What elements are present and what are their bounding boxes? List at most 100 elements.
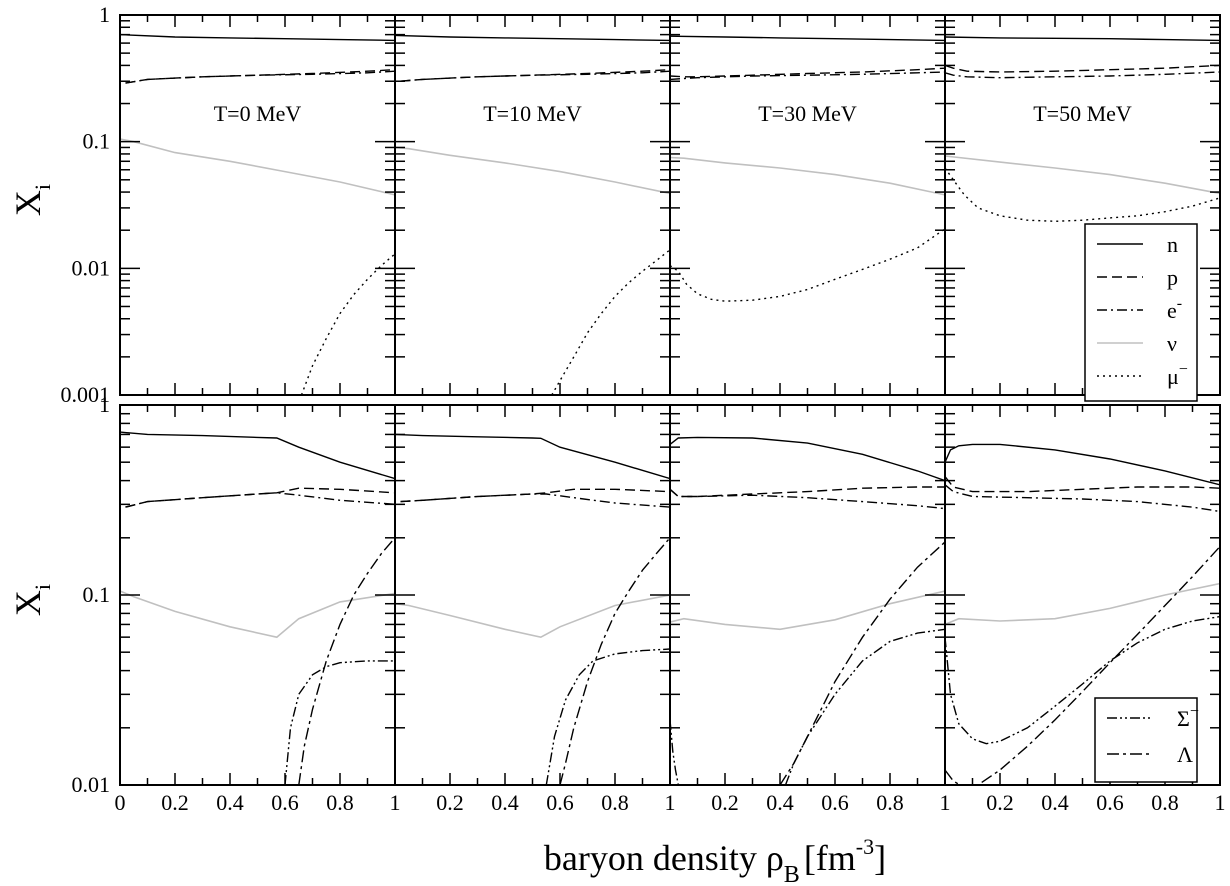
x-ticks xyxy=(669,405,946,785)
y-axis-title-top-sub: i xyxy=(30,184,55,190)
series-group xyxy=(945,36,1220,223)
series-group xyxy=(670,35,945,302)
x-tick-label: 0.8 xyxy=(601,790,629,815)
x-ticks xyxy=(669,15,946,395)
panel-frame xyxy=(944,404,1221,786)
series-line-nu xyxy=(120,590,395,639)
series-line-n xyxy=(945,443,1220,486)
legend-top-row: npe-νμ− xyxy=(1084,223,1198,402)
x-tick-label: 0.6 xyxy=(271,790,299,815)
series-line-mu xyxy=(551,249,670,395)
series-line-p xyxy=(670,67,945,78)
series-group xyxy=(120,33,395,395)
panel-frame xyxy=(669,14,946,396)
series-line-p xyxy=(670,486,945,498)
series-line-n xyxy=(945,36,1220,42)
x-tick-label: 0.2 xyxy=(986,790,1014,815)
panel-frame xyxy=(119,404,396,786)
y-tick-label: 0.01 xyxy=(72,255,111,280)
series-line-sigma xyxy=(284,660,395,785)
series-line-n xyxy=(395,433,670,480)
series-line-e xyxy=(125,70,395,84)
series-group xyxy=(945,443,1220,785)
panel-title: T=30 MeV xyxy=(758,101,857,126)
series-line-n xyxy=(670,35,945,42)
y-ticks xyxy=(120,14,395,396)
y-ticks xyxy=(120,404,395,786)
x-tick-label: 0 xyxy=(115,790,126,815)
legend-label-sup: − xyxy=(1179,361,1188,378)
series-line-e xyxy=(400,70,670,82)
y-ticks xyxy=(395,404,670,786)
bottom-row-panel-1: 0 0.2 0.4 0.6 0.8 1 xyxy=(115,404,401,815)
y-tick-label: 0.1 xyxy=(83,582,111,607)
x-tick-label: 0.4 xyxy=(1041,790,1069,815)
series-line-lambda xyxy=(559,537,670,785)
panel-frame xyxy=(944,14,1221,396)
bottom-row-panel-3: 0.2 0.4 0.6 0.8 1 xyxy=(669,404,951,815)
series-line-p xyxy=(125,69,395,84)
series-line-nu xyxy=(945,155,1220,195)
x-tick-label: 0.8 xyxy=(876,790,904,815)
y-axis-title-top-main: X xyxy=(8,190,48,216)
panel-frame xyxy=(394,404,671,786)
series-line-e xyxy=(945,71,1220,79)
series-group xyxy=(395,433,670,785)
x-tick-label: 0.8 xyxy=(326,790,354,815)
x-axis-title-unit-close: ] xyxy=(874,838,886,878)
legend-label-mu: μ− xyxy=(1167,361,1188,389)
legend-label-sigma: Σ− xyxy=(1177,703,1199,731)
legend-label-p: p xyxy=(1167,265,1178,290)
panel-frame xyxy=(669,404,946,786)
series-line-mu xyxy=(300,253,395,395)
x-ticks xyxy=(119,405,396,785)
y-tick-label: 1 xyxy=(99,392,110,417)
series-line-nu xyxy=(395,146,670,195)
series-line-n xyxy=(670,436,945,482)
legend-label-text: n xyxy=(1167,232,1178,257)
panel-title: T=50 MeV xyxy=(1033,101,1132,126)
series-line-lambda xyxy=(298,537,395,785)
legend-box xyxy=(1084,223,1198,402)
series-line-sigma xyxy=(670,719,680,785)
series-group xyxy=(120,431,395,785)
y-axis-title-bottom-sub: i xyxy=(30,584,55,590)
x-tick-label: 0.2 xyxy=(161,790,189,815)
y-axis-title-bottom-main: X xyxy=(8,590,48,616)
x-axis-title-sub: B xyxy=(784,862,800,886)
x-tick-label: 1 xyxy=(1215,790,1226,815)
legend-label-text: Λ xyxy=(1177,742,1193,767)
x-tick-label: 0.2 xyxy=(436,790,464,815)
x-tick-label: 0.8 xyxy=(1151,790,1179,815)
legend-label-lambda: Λ xyxy=(1177,742,1193,767)
top-row-panel-4: T=50 MeV xyxy=(944,14,1221,396)
y-tick-label: 1 xyxy=(99,2,110,27)
series-line-p xyxy=(945,64,1220,73)
series-line-nu xyxy=(670,156,945,196)
x-axis-title: baryon density ρB [fm-3] xyxy=(544,834,886,886)
y-ticks xyxy=(670,404,945,786)
top-row-panel-1: T=0 MeV xyxy=(119,14,396,396)
series-line-nu xyxy=(670,590,945,631)
series-line-nu xyxy=(945,582,1220,626)
series-line-sigma xyxy=(784,628,945,785)
series-line-sigma xyxy=(945,615,1220,745)
series-line-nu xyxy=(395,594,670,639)
series-line-sigma xyxy=(545,648,670,785)
series-line-p xyxy=(945,476,1220,493)
top-row-panel-2: T=10 MeV xyxy=(394,14,671,396)
series-line-p xyxy=(125,487,395,508)
series-group xyxy=(395,34,670,395)
y-axis-title-bottom: Xi xyxy=(8,584,55,616)
legend-label-n: n xyxy=(1167,232,1178,257)
x-tick-label: 0.6 xyxy=(546,790,574,815)
x-axis-title-unit-open: [fm xyxy=(804,838,856,878)
y-tick-label: 0.001 xyxy=(61,382,111,407)
legend-label-text: ν xyxy=(1167,331,1177,356)
series-line-n xyxy=(395,34,670,42)
legend-label-sup: − xyxy=(1190,703,1199,720)
legend-label-text: p xyxy=(1167,265,1178,290)
series-line-e xyxy=(400,493,670,508)
x-tick-label: 0.4 xyxy=(491,790,519,815)
legend-box xyxy=(1094,697,1198,783)
